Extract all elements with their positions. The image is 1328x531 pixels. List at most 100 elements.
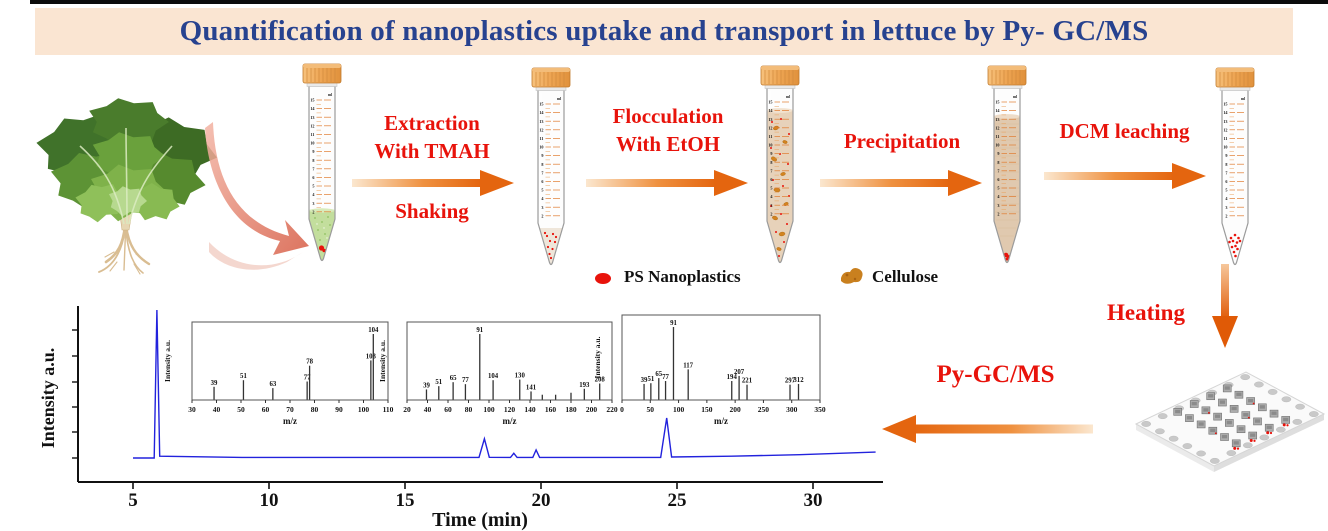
pyrolysis-cup-opening xyxy=(1191,401,1197,406)
tube-scale-label: 11 xyxy=(540,136,544,141)
tube-scale-label: 13 xyxy=(768,117,772,122)
tube-scale-label: 10 xyxy=(1223,145,1227,150)
x-axis-title: m/z xyxy=(283,416,297,426)
lettuce-leaf xyxy=(109,186,147,217)
nanoplastic-residue xyxy=(1282,423,1286,427)
ms-peak-label: 51 xyxy=(435,379,442,386)
tube-scale-label: 11 xyxy=(311,132,315,137)
x-tick-label: 160 xyxy=(545,405,557,414)
tube-scale-label: 10 xyxy=(310,141,314,146)
x-tick-label: 120 xyxy=(504,405,516,414)
step-label-flocculation: Flocculation With EtOH xyxy=(578,103,758,158)
tray-well xyxy=(1240,374,1250,381)
tube-scale-label: 9 xyxy=(770,151,772,156)
nanoplastic-residue xyxy=(1269,431,1273,435)
pyrogram-trace xyxy=(133,309,876,459)
nanoplastic-residue xyxy=(1236,447,1240,450)
tube-5-content-isolated-nanoplastics xyxy=(1228,233,1242,258)
tube-scale-label: 3 xyxy=(770,203,772,208)
tube-scale-label: 8 xyxy=(541,162,543,167)
x-tick-label: 350 xyxy=(814,405,826,414)
x-tick-label: 140 xyxy=(524,405,536,414)
tube-scale-label: 14 xyxy=(539,110,544,115)
tube-scale-label: 9 xyxy=(1225,153,1227,158)
tube-unit-label: ml xyxy=(328,93,332,97)
mass-spectrum-inset-2: 20 40 60 80 100 120 140 160 180 200 220 m/z Intensit… xyxy=(378,321,618,426)
x-tick-label: 60 xyxy=(444,405,452,414)
y-axis-title: Intensity a.u. xyxy=(378,340,387,382)
tube-scale-label: 12 xyxy=(768,125,772,130)
tray-well xyxy=(1226,450,1237,456)
tube-scale-label: 14 xyxy=(768,108,773,113)
tray-well xyxy=(1254,381,1264,388)
tube-scale-label: 8 xyxy=(312,158,314,163)
top-border-line xyxy=(30,0,1328,4)
tube-scale-label: 11 xyxy=(996,134,1000,139)
tube-scale-label: 7 xyxy=(1225,170,1227,175)
ms-peak-label: 141 xyxy=(526,384,537,391)
tray-well xyxy=(1259,434,1270,441)
ms-peak-label: 51 xyxy=(647,376,654,383)
tube-unit-label: ml xyxy=(786,95,790,99)
lettuce-veins xyxy=(79,127,173,225)
nanoplastic-residue xyxy=(1286,424,1289,427)
ms-peak-label: 77 xyxy=(662,374,669,381)
nanoplastic-residue xyxy=(1249,439,1253,443)
dcm-leaching-arrow xyxy=(1044,163,1206,189)
tube-scale-label: 2 xyxy=(1225,213,1227,218)
flocculation-arrow xyxy=(586,170,748,196)
tube-scale-label: 13 xyxy=(310,115,314,120)
dispersed-nanoplastics xyxy=(770,118,790,257)
step-label-py-gc-ms: Py-GC/MS xyxy=(903,358,1088,391)
step-label-dcm-leaching-text: DCM leaching xyxy=(1059,119,1190,143)
pyrolysis-cup-opening xyxy=(1208,394,1214,398)
legend-label-nanoplastics: PS Nanoplastics xyxy=(624,267,741,286)
cellulose-blob-icon xyxy=(841,268,863,284)
tube-4-graduations: 15 14 13 12 11 10 9 8 7 6 5 4 3 2 ml xyxy=(995,95,1017,216)
tube-scale-label: 5 xyxy=(997,186,999,191)
legend-label-cellulose: Cellulose xyxy=(872,267,939,286)
tray-well xyxy=(1141,421,1151,427)
py-gc-ms-left-arrow xyxy=(882,415,1093,443)
step-label-dcm-leaching: DCM leaching xyxy=(1032,118,1217,146)
red-dot-icon xyxy=(595,273,611,284)
ms-peak-label: 117 xyxy=(683,362,693,369)
tube-1-graduations: 15 14 13 12 11 10 9 8 7 6 5 4 3 2 ml xyxy=(310,93,332,214)
step-label-py-gc-ms-text: Py-GC/MS xyxy=(936,361,1055,388)
tube-scale-label: 11 xyxy=(1224,136,1228,141)
tube-scale-label: 8 xyxy=(770,160,772,165)
x-tick-label: 50 xyxy=(237,405,245,414)
ms-peak-label: 91 xyxy=(476,327,483,334)
pyrolysis-cup-opening xyxy=(1215,414,1221,418)
tube-scale-label: 13 xyxy=(995,117,999,122)
tube-scale-label: 5 xyxy=(1225,188,1227,193)
curved-transfer-arrow xyxy=(205,122,309,270)
tube-2-graduations: 15 14 13 12 11 10 9 8 7 6 5 4 3 2 ml xyxy=(539,97,561,218)
pyrolysis-cup-opening xyxy=(1210,428,1216,433)
tube-3-graduations: 15 14 13 12 11 10 9 8 7 6 5 4 3 2 ml xyxy=(768,95,790,216)
ms-peak-label: 312 xyxy=(793,377,804,384)
y-axis-title: Intensity a.u. xyxy=(38,348,58,449)
lettuce-roots xyxy=(98,224,151,275)
pyrolysis-cup-opening xyxy=(1226,420,1232,425)
pyrolysis-cup-opening xyxy=(1254,419,1261,423)
step-label-shaking-text: Shaking xyxy=(395,199,469,223)
step-label-flocculation-line2: With EtOH xyxy=(615,131,721,156)
tube-scale-label: 6 xyxy=(770,177,772,182)
tube-scale-label: 9 xyxy=(312,149,314,154)
tray-well xyxy=(1276,426,1286,433)
tray-well xyxy=(1210,457,1220,464)
pyrolysis-cup-opening xyxy=(1219,400,1226,404)
centrifuge-tube-1: 15 14 13 12 11 10 9 8 7 6 5 4 3 2 ml xyxy=(302,63,342,262)
nanoplastic-residue xyxy=(1233,446,1237,450)
mass-spectrum-inset-1: 30 40 50 60 70 80 90 100 110 m/z Intensity a.u. 39 5… xyxy=(163,321,394,426)
tray-well xyxy=(1267,389,1278,395)
x-tick-label: 60 xyxy=(262,405,270,414)
tube-scale-label: 3 xyxy=(997,203,999,208)
x-tick-label: 20 xyxy=(403,405,411,414)
lettuce-plant-illustration xyxy=(36,98,217,275)
tray-well xyxy=(1196,450,1206,457)
tube-scale-label: 11 xyxy=(769,134,773,139)
tray-side xyxy=(1136,424,1214,472)
